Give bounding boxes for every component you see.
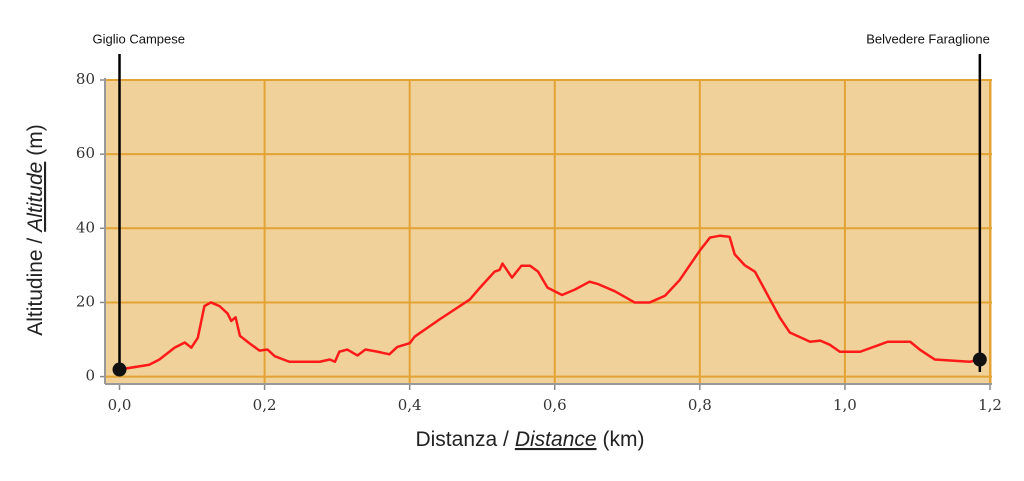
x-title-part: Distance <box>515 428 597 451</box>
y-title-part: Altitudine / <box>24 238 47 336</box>
plot-area <box>105 80 992 384</box>
x-tick-label: 0,2 <box>253 396 277 414</box>
profile-line <box>119 234 981 371</box>
annotation-label: Giglio Campese <box>93 31 186 46</box>
x-axis-title: Distanza / Distance (km) <box>415 428 644 451</box>
x-tick-label: 0,4 <box>398 396 422 414</box>
y-axis-title: Altitudine / Altitude (m) <box>24 124 47 336</box>
x-title-part: (km) <box>603 428 645 451</box>
endpoint-marker <box>972 352 987 367</box>
x-tick-label: 1,0 <box>833 396 857 414</box>
x-title-part: Distanza / <box>415 428 509 451</box>
annotation-label: Belvedere Faraglione <box>866 31 990 46</box>
y-tick-label: 40 <box>76 218 95 236</box>
y-tick-label: 20 <box>76 292 95 310</box>
y-title-part: (m) <box>24 124 47 155</box>
endpoint-marker <box>112 362 127 377</box>
x-tick-label: 0,8 <box>688 396 712 414</box>
x-tick-label: 0,6 <box>543 396 567 414</box>
y-tick-label: 0 <box>85 367 95 385</box>
x-tick-label: 1,2 <box>978 396 1002 414</box>
y-title-part: Altitude <box>24 162 47 234</box>
y-tick-label: 80 <box>76 70 95 88</box>
x-tick-label: 0,0 <box>108 396 132 414</box>
y-tick-label: 60 <box>76 144 95 162</box>
